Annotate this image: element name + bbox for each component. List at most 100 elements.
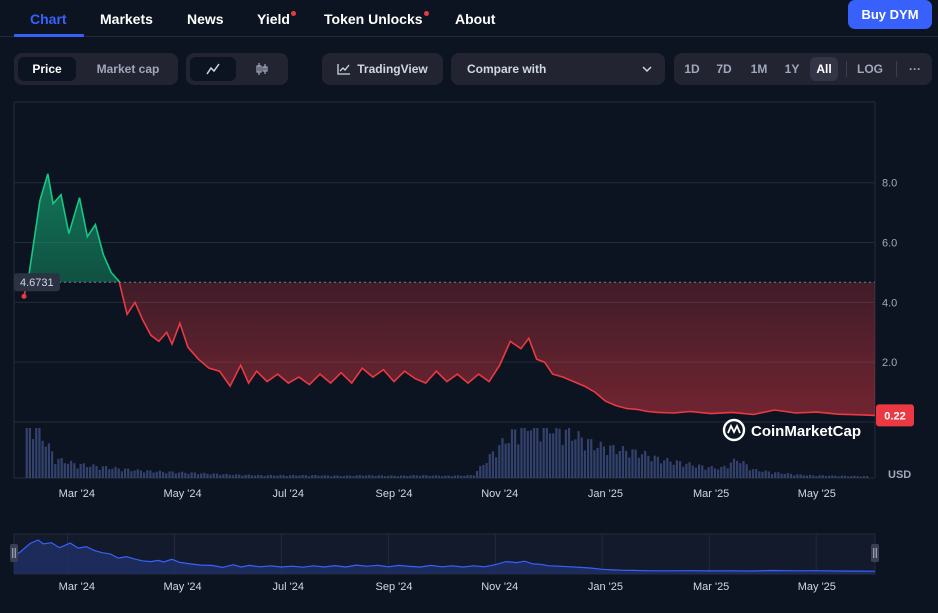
price-line-down — [23, 282, 876, 417]
handle-grip — [871, 544, 879, 562]
navigator-left-handle[interactable] — [10, 544, 18, 562]
tab-chart[interactable]: Chart — [30, 11, 67, 27]
range-1m-button[interactable]: 1M — [750, 62, 768, 76]
volume-bar — [162, 471, 165, 478]
volume-bar — [368, 474, 371, 478]
volume-bar — [770, 473, 774, 478]
volume-bar — [621, 446, 625, 478]
y-tick-label: 8.0 — [882, 178, 897, 190]
tradingview-icon — [337, 64, 351, 75]
volume-bar — [380, 475, 384, 478]
volume-bar — [263, 476, 266, 478]
candlestick-icon[interactable] — [240, 57, 284, 81]
tab-yield[interactable]: Yield — [257, 11, 296, 27]
volume-bar — [269, 474, 273, 478]
volume-bar — [609, 445, 612, 478]
volume-bar — [276, 475, 279, 478]
tab-news[interactable]: News — [187, 11, 224, 27]
volume-bar — [247, 474, 250, 478]
volume-bar — [447, 475, 450, 478]
volume-bar — [491, 451, 495, 478]
volume-bar — [117, 468, 120, 478]
volume-bar — [640, 454, 644, 478]
volume-bar — [31, 439, 35, 478]
market-cap-button[interactable]: Market cap — [96, 62, 160, 76]
volume-bar — [536, 428, 539, 478]
volume-bar — [25, 428, 28, 478]
volume-bar — [653, 455, 656, 478]
volume-bar — [409, 475, 412, 478]
volume-bar — [482, 464, 485, 478]
volume-bar — [485, 463, 488, 478]
volume-bar — [777, 472, 780, 478]
volume-bar — [152, 472, 155, 478]
volume-bar — [466, 475, 469, 478]
tradingview-button[interactable]: TradingView — [322, 53, 443, 85]
volume-bar — [529, 430, 533, 478]
volume-bar — [437, 475, 441, 478]
volume-bar — [422, 475, 425, 478]
volume-bar — [758, 471, 761, 478]
volume-bar — [783, 473, 786, 478]
line-chart-icon[interactable] — [190, 57, 236, 81]
volume-bar — [101, 466, 104, 478]
volume-bar — [799, 474, 802, 478]
volume-bar — [805, 475, 809, 478]
range-1y-button[interactable]: 1Y — [784, 62, 800, 76]
tab-token-unlocks-label: Token Unlocks — [324, 11, 423, 27]
chart-type-toggle — [186, 53, 288, 85]
volume-bar — [238, 474, 241, 478]
volume-bar — [745, 464, 748, 478]
volume-bar — [577, 431, 580, 478]
volume-bar — [802, 475, 805, 478]
volume-bar — [142, 472, 146, 478]
volume-bar — [241, 475, 244, 478]
volume-bar — [311, 475, 314, 478]
compare-with-select[interactable]: Compare with — [451, 53, 665, 85]
volume-bar — [79, 464, 82, 478]
volume-bar — [44, 446, 47, 478]
navigator-x-tick-label: Jul '24 — [273, 581, 304, 593]
navigator-frame — [13, 533, 876, 575]
volume-bar — [425, 475, 428, 478]
volume-bar — [586, 439, 590, 478]
navigator-x-tick-label: Mar '24 — [59, 581, 95, 593]
volume-bar — [374, 476, 377, 478]
volume-bar — [168, 471, 171, 478]
tab-about[interactable]: About — [455, 11, 496, 27]
tab-token-unlocks[interactable]: Token Unlocks — [324, 11, 429, 27]
volume-bar — [736, 460, 739, 478]
price-button[interactable]: Price — [18, 57, 76, 81]
volume-bar — [625, 450, 628, 478]
volume-bar — [104, 466, 108, 478]
volume-bar — [35, 428, 38, 478]
volume-bar — [628, 457, 631, 478]
x-tick-label: Jan '25 — [588, 488, 623, 500]
tab-markets[interactable]: Markets — [100, 11, 153, 27]
notification-dot-icon — [423, 11, 429, 16]
volume-bars — [25, 428, 869, 478]
volume-bar — [212, 473, 215, 478]
volume-bar — [548, 433, 552, 478]
volume-bar — [342, 475, 345, 478]
range-1d-button[interactable]: 1D — [684, 62, 700, 76]
buy-button[interactable]: Buy DYM — [848, 0, 932, 29]
volume-bar — [317, 475, 320, 478]
range-all-button[interactable]: All — [810, 57, 838, 81]
volume-bar — [136, 469, 139, 478]
volume-bar — [774, 472, 777, 478]
x-tick-label: Jul '24 — [273, 488, 304, 500]
more-options-icon[interactable]: ··· — [909, 62, 921, 76]
volume-bar — [726, 468, 729, 478]
navigator-right-handle[interactable] — [871, 544, 879, 562]
volume-bar — [314, 474, 317, 478]
price-area-down — [24, 282, 875, 416]
range-7d-button[interactable]: 7D — [716, 62, 732, 76]
volume-bar — [472, 475, 476, 478]
volume-bar — [333, 475, 336, 478]
volume-bar — [415, 475, 418, 478]
volume-bar — [526, 430, 529, 478]
log-scale-button[interactable]: LOG — [857, 62, 883, 76]
volume-bar — [815, 476, 818, 478]
